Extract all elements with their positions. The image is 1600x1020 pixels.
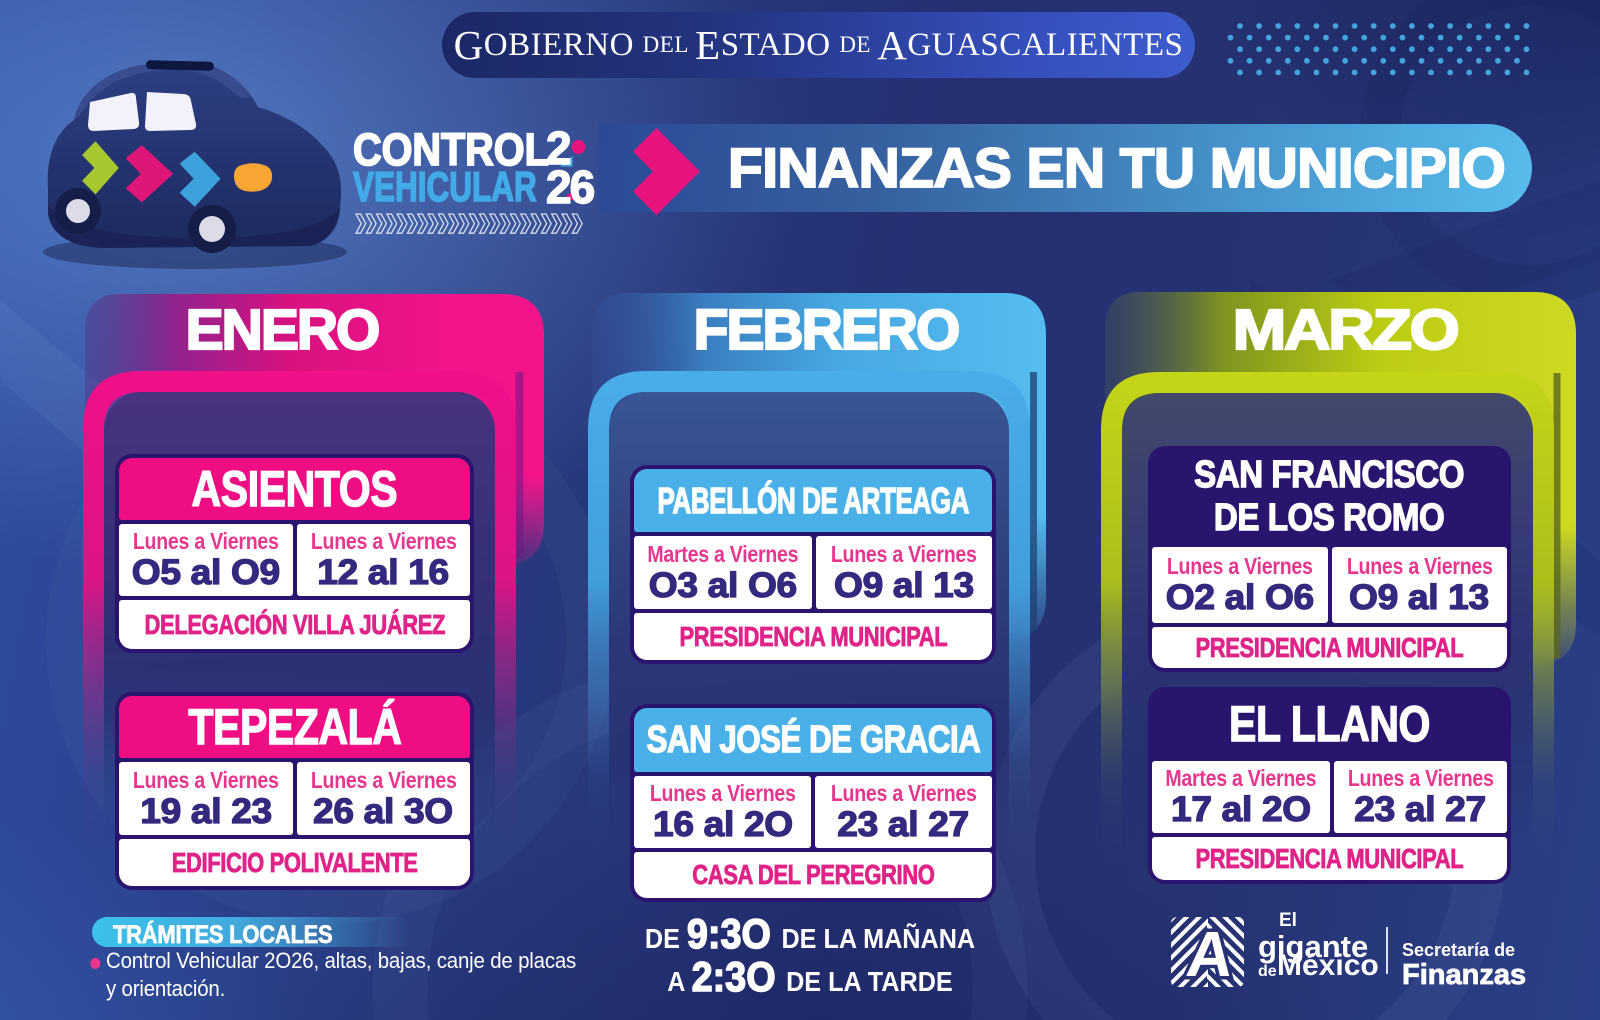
svg-text:A: A: [1183, 918, 1237, 987]
